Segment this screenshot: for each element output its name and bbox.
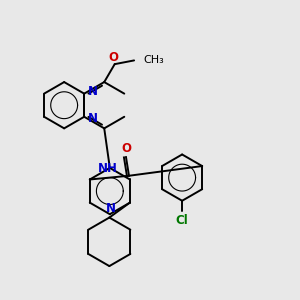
- Text: O: O: [122, 142, 132, 155]
- Text: Cl: Cl: [176, 214, 188, 227]
- Text: O: O: [108, 51, 118, 64]
- Text: N: N: [88, 85, 98, 98]
- Text: N: N: [106, 202, 116, 214]
- Text: CH₃: CH₃: [143, 55, 164, 65]
- Text: NH: NH: [98, 162, 118, 175]
- Text: N: N: [88, 112, 98, 125]
